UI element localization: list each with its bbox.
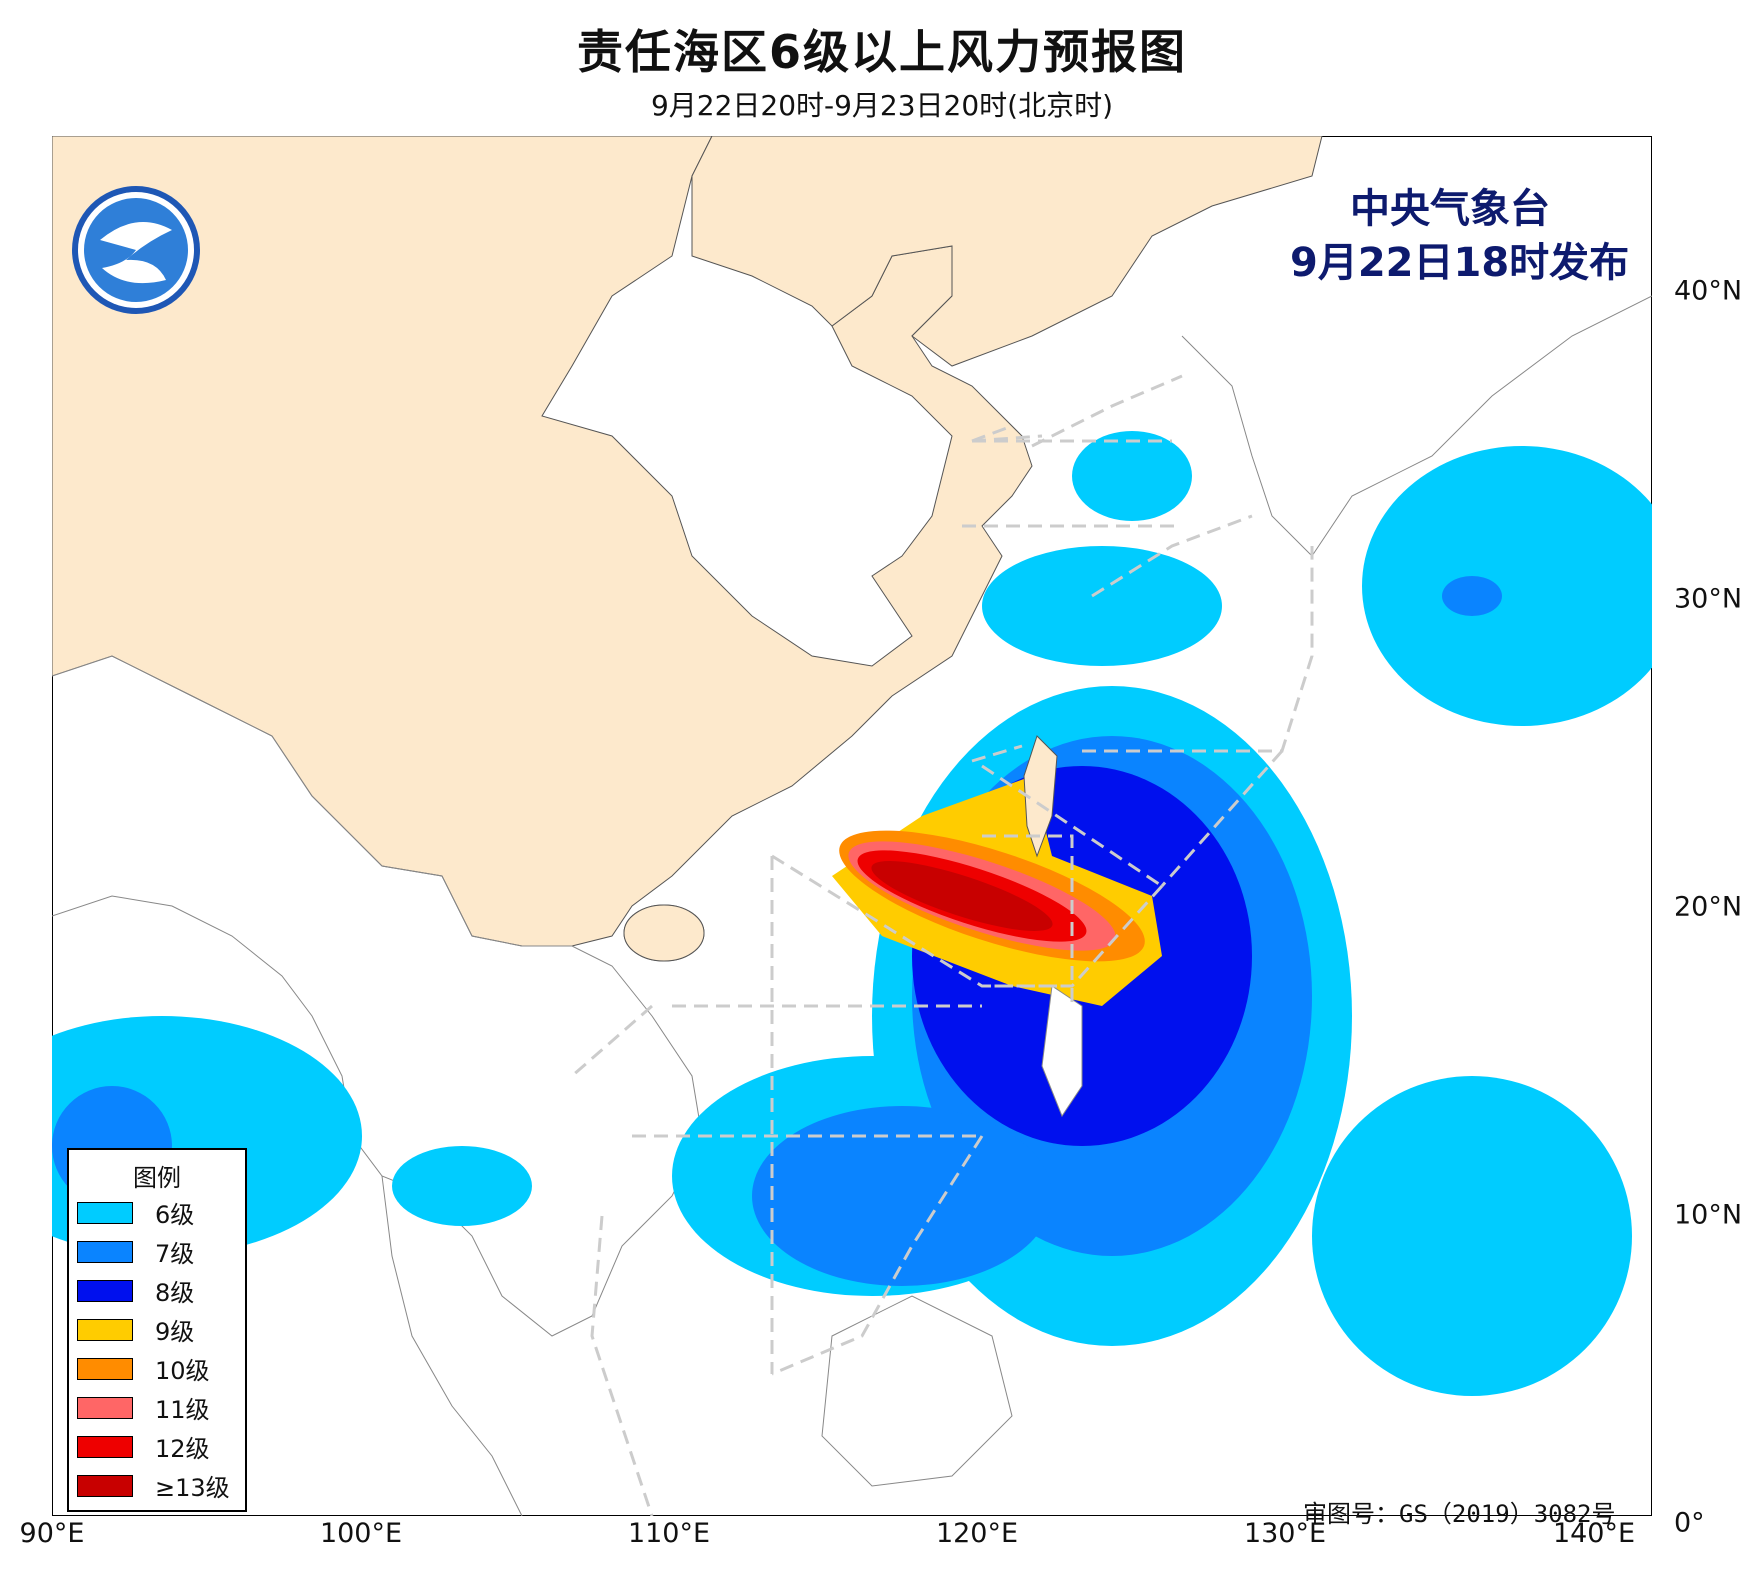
legend-item: 7级 <box>69 1232 245 1271</box>
legend-swatch <box>77 1318 133 1341</box>
y-tick-20: 20°N <box>1674 891 1743 923</box>
legend-swatch <box>77 1396 133 1419</box>
legend-swatch <box>77 1279 133 1302</box>
legend-swatch <box>77 1474 133 1497</box>
wind-forecast-map <box>52 136 1652 1516</box>
legend-label: 10级 <box>155 1357 210 1385</box>
legend-item: ≥13级 <box>69 1466 245 1505</box>
map-subtitle: 9月22日20时-9月23日20时(北京时) <box>650 89 1114 122</box>
legend-item: 10级 <box>69 1349 245 1388</box>
legend-swatch <box>77 1201 133 1224</box>
legend-item: 12级 <box>69 1427 245 1466</box>
x-tick-110: 110°E <box>627 1518 711 1549</box>
legend-item: 11级 <box>69 1388 245 1427</box>
y-tick-30: 30°N <box>1674 583 1743 615</box>
legend-item: 9级 <box>69 1310 245 1349</box>
legend-label: 11级 <box>155 1396 210 1424</box>
legend-label: 7级 <box>155 1240 195 1268</box>
legend-label: 8级 <box>155 1279 195 1307</box>
y-tick-10: 10°N <box>1674 1199 1743 1231</box>
map-approval-number: 审图号：GS（2019）3082号 <box>1303 1500 1616 1528</box>
x-tick-130: 130°E <box>1243 1518 1327 1549</box>
x-tick-140: 140°E <box>1552 1518 1636 1549</box>
luzon-island <box>1041 985 1083 1118</box>
legend: 图例 6级 7级 8级 9级 10级 11级 12级 ≥13级 <box>67 1148 247 1512</box>
northern-land <box>691 136 1323 367</box>
x-tick-100: 100°E <box>319 1518 403 1549</box>
legend-item: 6级 <box>69 1193 245 1232</box>
legend-swatch <box>77 1357 133 1380</box>
legend-label: 12级 <box>155 1435 210 1463</box>
korea-japan-outline <box>1181 295 1652 557</box>
legend-label: 6级 <box>155 1201 195 1229</box>
legend-swatch <box>77 1240 133 1263</box>
issue-time: 9月22日18时发布 <box>1290 240 1630 286</box>
y-tick-40: 40°N <box>1674 275 1743 307</box>
map-title: 责任海区6级以上风力预报图 <box>576 25 1187 79</box>
wind-level-13 <box>871 861 1053 931</box>
indochina-outline <box>52 655 703 1337</box>
malay-peninsula <box>381 1175 523 1516</box>
x-tick-120: 120°E <box>935 1518 1019 1549</box>
legend-swatch <box>77 1435 133 1458</box>
sea-zone-boundaries <box>571 374 1314 1516</box>
legend-label: ≥13级 <box>155 1474 230 1502</box>
legend-item: 8级 <box>69 1271 245 1310</box>
cma-logo-icon <box>72 186 200 314</box>
issuing-agency: 中央气象台 <box>1350 186 1550 232</box>
x-tick-90: 90°E <box>19 1518 85 1549</box>
legend-title: 图例 <box>133 1164 181 1192</box>
borneo-outline <box>821 1295 1013 1487</box>
legend-label: 9级 <box>155 1318 195 1346</box>
y-tick-0: 0° <box>1674 1507 1705 1539</box>
